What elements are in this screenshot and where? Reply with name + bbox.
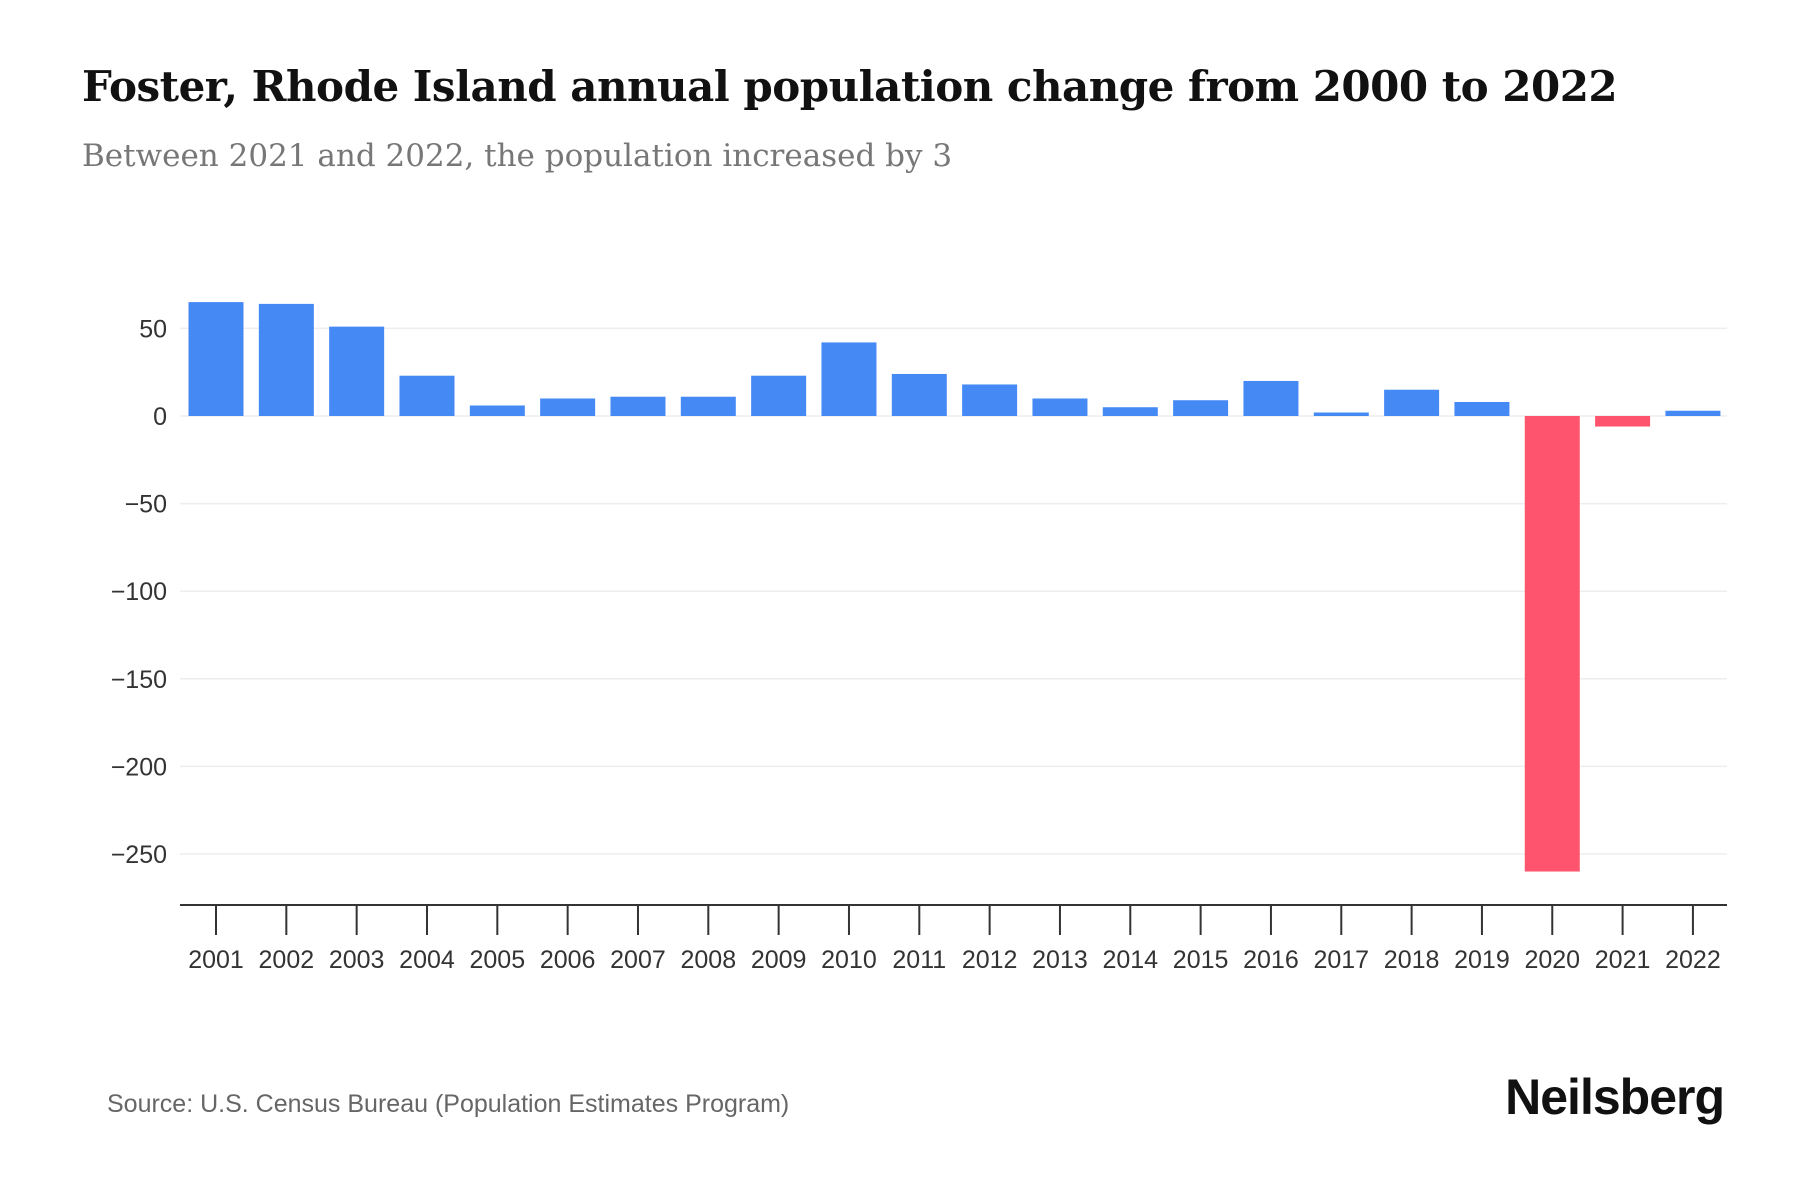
bar-2011 — [891, 373, 947, 416]
neilsberg-logo: Neilsberg — [1505, 1069, 1725, 1125]
x-tick-label: 2002 — [259, 946, 315, 974]
bar-2012 — [962, 384, 1018, 416]
y-tick-label: −150 — [111, 666, 167, 694]
x-tick-label: 2010 — [821, 946, 877, 974]
x-tick-label: 2005 — [470, 946, 526, 974]
y-tick-label: −100 — [111, 578, 167, 606]
x-tick-label: 2021 — [1595, 946, 1651, 974]
x-tick-label: 2003 — [329, 946, 385, 974]
x-tick-label: 2006 — [540, 946, 596, 974]
bar-2010 — [821, 342, 877, 416]
x-tick-label: 2007 — [610, 946, 666, 974]
x-tick-label: 2012 — [962, 946, 1018, 974]
bar-2008 — [680, 396, 736, 416]
x-tick-label: 2013 — [1032, 946, 1088, 974]
bar-2002 — [258, 303, 314, 416]
y-tick-label: −50 — [125, 491, 167, 519]
x-tick-label: 2018 — [1384, 946, 1440, 974]
bar-2022 — [1665, 410, 1721, 416]
bar-2004 — [399, 375, 455, 416]
x-tick-label: 2008 — [680, 946, 736, 974]
bar-2021 — [1595, 416, 1651, 427]
x-tick-label: 2022 — [1665, 946, 1721, 974]
chart-subtitle: Between 2021 and 2022, the population in… — [82, 138, 953, 174]
y-tick-label: −250 — [111, 841, 167, 869]
x-tick-label: 2001 — [188, 946, 244, 974]
x-tick-label: 2017 — [1313, 946, 1369, 974]
bar-2015 — [1173, 400, 1229, 416]
bar-2001 — [188, 302, 244, 416]
y-tick-label: 0 — [153, 403, 167, 431]
bar-2003 — [329, 326, 385, 416]
bar-2013 — [1032, 398, 1088, 416]
x-tick-label: 2014 — [1102, 946, 1158, 974]
y-tick-label: 50 — [139, 315, 167, 343]
chart-title: Foster, Rhode Island annual population c… — [82, 62, 1618, 111]
bar-2020 — [1524, 416, 1580, 872]
bar-2019 — [1454, 401, 1510, 416]
x-tick-label: 2016 — [1243, 946, 1299, 974]
x-tick-label: 2011 — [892, 946, 946, 974]
x-tick-label: 2004 — [399, 946, 455, 974]
y-tick-label: −200 — [111, 753, 167, 781]
bar-2006 — [540, 398, 596, 416]
bar-2018 — [1384, 389, 1440, 416]
x-tick-label: 2015 — [1173, 946, 1229, 974]
source-note: Source: U.S. Census Bureau (Population E… — [107, 1090, 790, 1118]
x-tick-label: 2020 — [1524, 946, 1580, 974]
x-tick-label: 2009 — [751, 946, 807, 974]
bar-2009 — [751, 375, 807, 416]
bar-2016 — [1243, 380, 1299, 416]
x-tick-label: 2019 — [1454, 946, 1510, 974]
bar-2007 — [610, 396, 666, 416]
bar-2005 — [469, 405, 525, 416]
bar-2014 — [1102, 407, 1158, 416]
bar-2017 — [1313, 412, 1369, 416]
